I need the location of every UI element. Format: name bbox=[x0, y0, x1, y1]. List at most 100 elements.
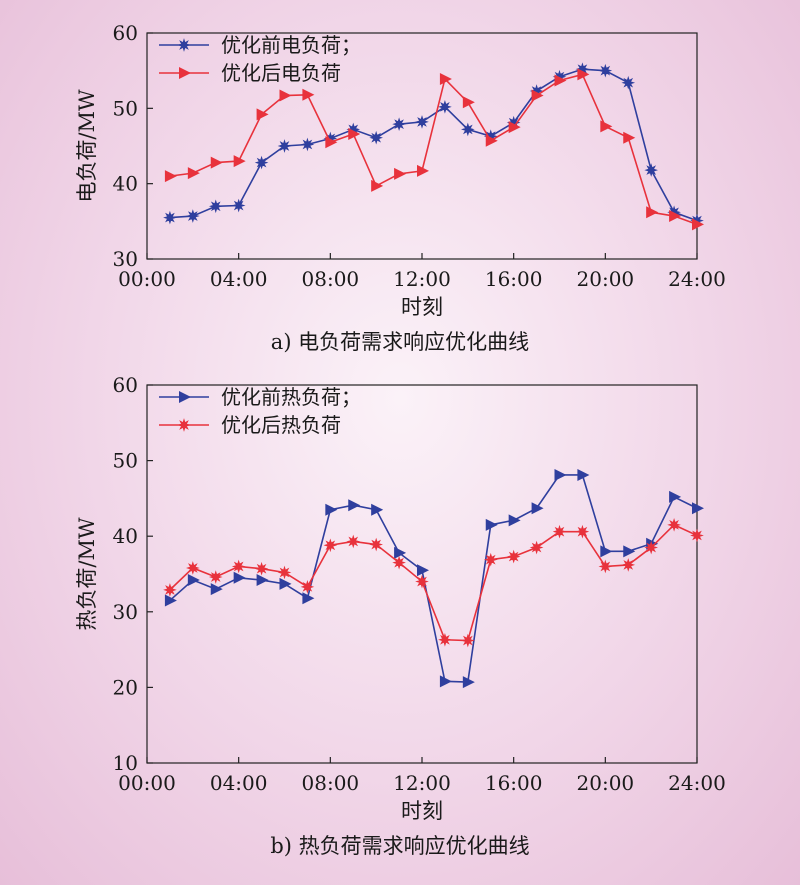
data-point-b-0 bbox=[371, 503, 384, 516]
legend-label-a-0: 优化前电负荷； bbox=[221, 33, 361, 57]
data-point-b-0 bbox=[554, 468, 567, 481]
data-point-b-1 bbox=[483, 552, 498, 567]
data-point-a-0 bbox=[644, 163, 658, 177]
data-point-a-0 bbox=[392, 117, 406, 131]
data-point-b-0 bbox=[508, 514, 521, 527]
data-point-b-1 bbox=[346, 534, 361, 549]
data-point-a-0 bbox=[621, 75, 636, 90]
chart-panel-a: 30 40 50 60 00:00 04:00 08:00 12:00 16:00 20:00 24… bbox=[75, 21, 726, 354]
y-tick-label-b: 30 bbox=[113, 600, 138, 624]
series-line-b-0 bbox=[169, 474, 698, 683]
data-point-b-1 bbox=[621, 558, 636, 572]
data-point-b-1 bbox=[552, 524, 567, 539]
data-point-a-0 bbox=[163, 210, 177, 225]
data-point-a-0 bbox=[277, 139, 292, 153]
x-tick-label-a: 24:00 bbox=[668, 267, 726, 291]
x-tick-label-b: 00:00 bbox=[118, 771, 176, 795]
data-point-b-1 bbox=[392, 555, 406, 570]
data-point-a-1 bbox=[646, 206, 659, 219]
series-a-0 bbox=[163, 62, 704, 228]
x-tick-label-b: 20:00 bbox=[577, 771, 635, 795]
data-point-b-0 bbox=[439, 675, 452, 688]
data-point-a-1 bbox=[692, 218, 704, 231]
y-tick-label-b: 10 bbox=[113, 751, 138, 775]
x-tick-label-a: 00:00 bbox=[118, 267, 176, 291]
data-point-b-1 bbox=[300, 580, 315, 594]
data-point-a-0 bbox=[208, 199, 223, 214]
x-tick-label-a: 20:00 bbox=[577, 267, 635, 291]
legend-marker-b-1 bbox=[177, 418, 191, 432]
legend-marker-a-1 bbox=[179, 67, 191, 79]
data-point-b-0 bbox=[531, 502, 544, 515]
x-tick-label-b: 24:00 bbox=[668, 771, 726, 795]
y-tick-label-a: 60 bbox=[113, 21, 138, 45]
x-tick-label-a: 12:00 bbox=[393, 267, 451, 291]
data-point-a-1 bbox=[600, 120, 613, 133]
x-tick-label-a: 16:00 bbox=[485, 267, 543, 291]
x-tick-label-b: 08:00 bbox=[302, 771, 360, 795]
data-point-b-0 bbox=[417, 564, 429, 577]
data-point-b-1 bbox=[277, 565, 292, 580]
data-point-a-1 bbox=[439, 72, 452, 85]
legend-marker-b-0 bbox=[179, 391, 191, 403]
data-point-a-1 bbox=[485, 134, 498, 147]
x-axis-title-b: 时刻 bbox=[401, 799, 443, 823]
data-point-b-0 bbox=[187, 574, 200, 587]
y-tick-label-b: 50 bbox=[113, 449, 138, 473]
data-point-b-0 bbox=[485, 518, 498, 531]
data-point-a-0 bbox=[598, 63, 613, 78]
data-point-b-1 bbox=[163, 583, 177, 597]
data-point-b-1 bbox=[369, 537, 383, 552]
data-point-b-1 bbox=[438, 632, 452, 647]
data-point-a-1 bbox=[233, 155, 246, 168]
data-point-a-1 bbox=[210, 156, 223, 169]
series-line-a-0 bbox=[169, 68, 698, 222]
data-point-b-1 bbox=[667, 518, 681, 532]
data-point-a-1 bbox=[554, 74, 567, 87]
data-point-a-0 bbox=[186, 209, 200, 223]
data-point-b-0 bbox=[210, 583, 223, 596]
legend-label-b-1: 优化后热负荷 bbox=[221, 413, 341, 437]
x-tick-label-a: 08:00 bbox=[302, 267, 360, 291]
data-point-a-1 bbox=[669, 210, 682, 223]
x-axis-title-a: 时刻 bbox=[401, 295, 443, 319]
legend-label-a-1: 优化后电负荷 bbox=[221, 61, 341, 85]
data-point-a-0 bbox=[461, 122, 475, 137]
y-tick-label-b: 20 bbox=[113, 675, 138, 699]
data-point-b-0 bbox=[302, 592, 315, 605]
data-point-b-1 bbox=[415, 574, 429, 589]
data-point-b-0 bbox=[233, 571, 246, 584]
x-tick-label-b: 04:00 bbox=[210, 771, 268, 795]
data-point-a-0 bbox=[369, 130, 383, 145]
legend-b: 优化前热负荷； 优化后热负荷 bbox=[159, 385, 361, 437]
data-point-b-1 bbox=[506, 549, 521, 564]
data-point-a-0 bbox=[231, 198, 246, 213]
data-point-a-1 bbox=[394, 167, 407, 180]
x-tick-label-b: 16:00 bbox=[485, 771, 543, 795]
chart-panel-b: 10 20 30 40 50 60 00:00 04:00 08:00 12:00 16:00 20:… bbox=[75, 373, 726, 858]
data-point-a-1 bbox=[348, 127, 361, 140]
data-point-b-0 bbox=[577, 468, 590, 481]
data-point-b-0 bbox=[600, 545, 613, 558]
data-point-a-1 bbox=[577, 68, 590, 81]
data-point-b-0 bbox=[394, 546, 407, 559]
data-point-a-0 bbox=[300, 137, 315, 152]
data-point-b-0 bbox=[669, 490, 682, 503]
data-point-b-0 bbox=[692, 502, 704, 515]
data-point-b-1 bbox=[254, 561, 269, 576]
x-tick-label-b: 12:00 bbox=[393, 771, 451, 795]
series-a-1 bbox=[164, 68, 704, 231]
data-point-a-1 bbox=[371, 179, 384, 192]
data-point-a-1 bbox=[417, 164, 429, 177]
data-point-b-1 bbox=[575, 524, 590, 539]
legend-a: 优化前电负荷； 优化后电负荷 bbox=[159, 33, 361, 85]
data-point-a-1 bbox=[462, 96, 475, 109]
data-point-b-1 bbox=[208, 570, 223, 584]
data-point-a-1 bbox=[187, 167, 200, 180]
data-point-b-1 bbox=[323, 538, 338, 553]
y-tick-label-a: 40 bbox=[113, 172, 138, 196]
y-tick-label-b: 40 bbox=[113, 524, 138, 548]
series-b-1 bbox=[163, 518, 704, 648]
y-axis-title-b: 热负荷/MW bbox=[75, 517, 99, 631]
